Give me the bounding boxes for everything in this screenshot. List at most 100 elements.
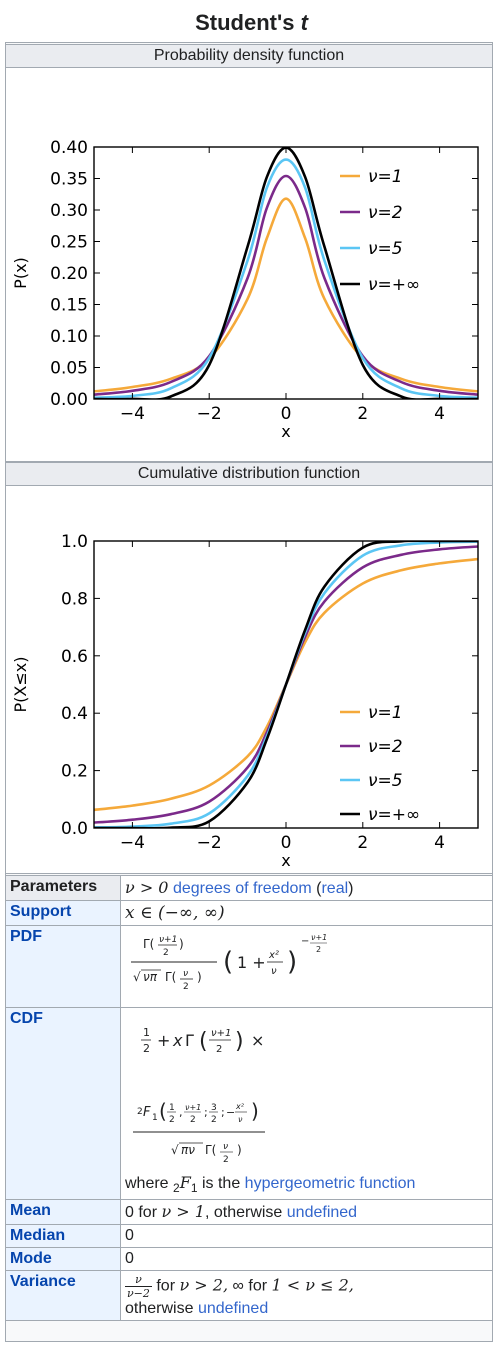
- pdf-legend-label-1: ν=2: [368, 203, 403, 223]
- svg-text:): ): [179, 937, 184, 951]
- row-cdf: CDF 1 2 + x Γ ( ν+1 2 ) × 2 F: [5, 1007, 493, 1200]
- mean-label[interactable]: Mean: [5, 1199, 121, 1225]
- hypergeometric-function-link[interactable]: hypergeometric function: [244, 1175, 416, 1192]
- row-median: Median 0: [5, 1224, 493, 1248]
- row-mean: Mean 0 for ν > 1, otherwise undefined: [5, 1199, 493, 1225]
- variance-undefined-link[interactable]: undefined: [197, 1300, 269, 1317]
- pdf-legend-label-3: ν=+∞: [368, 275, 420, 295]
- median-value: 0: [120, 1224, 493, 1248]
- pdf-xtick-label-0: −4: [120, 404, 145, 424]
- cdf-xtick-label-4: 4: [434, 833, 445, 853]
- cdf-chart: −4 −2 0 2 4 0.0 0.2 0.4 0.6 0.8 1.0 x P(X≤x) ν=1 ν=2 ν=…: [11, 532, 479, 870]
- f-sub: 2: [173, 1181, 180, 1196]
- is-the-text: is the: [201, 1175, 241, 1192]
- cdf-ytick-label-5: 1.0: [61, 532, 88, 552]
- pdf-legend-label-0: ν=1: [368, 167, 403, 187]
- svg-text:2: 2: [137, 1107, 143, 1117]
- cdf-ytick-label-2: 0.4: [61, 704, 88, 724]
- variance-otherwise: otherwise: [125, 1300, 194, 1317]
- pdf-series-line-1: [94, 174, 478, 396]
- svg-text:νπ: νπ: [143, 970, 158, 984]
- median-label[interactable]: Median: [5, 1224, 121, 1248]
- parameters-label: Parameters: [5, 875, 121, 901]
- svg-text:x²: x²: [268, 950, 279, 961]
- svg-text:2: 2: [190, 1115, 196, 1125]
- pdf-series-line-0: [94, 197, 478, 393]
- mode-value: 0: [120, 1247, 493, 1271]
- title-variable: t: [300, 10, 308, 35]
- cdf-xtick-label-0: −4: [120, 833, 145, 853]
- support-label[interactable]: Support: [5, 900, 121, 926]
- variance-frac-den: ν−2: [127, 1287, 150, 1300]
- variance-line2: otherwise undefined: [125, 1300, 488, 1318]
- cdf-label[interactable]: CDF: [5, 1007, 121, 1200]
- svg-text:−: −: [301, 936, 309, 947]
- row-parameters: Parameters ν > 0 degrees of freedom (rea…: [5, 875, 493, 901]
- cdf-ytick-label-1: 0.2: [61, 762, 88, 782]
- svg-text:−: −: [226, 1106, 235, 1119]
- svg-text:2: 2: [143, 1042, 150, 1055]
- pdf-xtick-label-4: 4: [434, 404, 445, 424]
- svg-text:2: 2: [216, 1044, 222, 1055]
- pdf-xtick-label-1: −2: [197, 404, 222, 424]
- variance-label[interactable]: Variance: [5, 1270, 121, 1321]
- cdf-legend-label-3: ν=+∞: [368, 805, 420, 825]
- svg-text:Γ(: Γ(: [205, 1143, 216, 1157]
- cdf-ytick-label-0: 0.0: [61, 819, 88, 839]
- cdf-xtick-label-1: −2: [197, 833, 222, 853]
- pdf-ytick-label-5: 0.25: [50, 233, 88, 253]
- svg-text:(: (: [159, 1099, 167, 1123]
- f-label: F: [179, 1173, 191, 1192]
- variance-math2: 1 < ν ≤ 2,: [271, 1275, 354, 1295]
- pdf-formula: Γ( ν+1 2 ) √ νπ Γ( ν 2 ) ( 1 + x²: [120, 925, 493, 1008]
- svg-text:1 +: 1 +: [237, 953, 266, 972]
- svg-text:√: √: [133, 970, 141, 984]
- svg-text:2: 2: [183, 982, 189, 992]
- pdf-chart: −4 −2 0 2 4 0.00 0.05 0.10 0.15 0.20 0.25 0.30 0.35 0…: [11, 138, 479, 441]
- svg-text:F: F: [143, 1105, 151, 1120]
- cdf-panel: Cumulative distribution function −4 −2 0 2 4…: [5, 462, 493, 874]
- pdf-ytick-label-3: 0.15: [50, 296, 88, 316]
- svg-text:Γ: Γ: [185, 1031, 194, 1050]
- svg-text:ν+1: ν+1: [311, 933, 327, 942]
- svg-text:ν+1: ν+1: [185, 1103, 201, 1112]
- degrees-of-freedom-link[interactable]: degrees of freedom: [172, 880, 312, 897]
- real-link[interactable]: real: [321, 880, 349, 897]
- svg-text:2: 2: [169, 1115, 175, 1125]
- svg-text:ν: ν: [223, 1142, 228, 1152]
- parameters-value: ν > 0 degrees of freedom (real): [120, 875, 493, 901]
- svg-text:×: ×: [251, 1031, 264, 1050]
- cdf-legend-label-1: ν=2: [368, 737, 403, 757]
- pdf-panel: Probability density function −4 −2 0 2 4 0.00…: [5, 44, 493, 462]
- svg-text:1: 1: [152, 1113, 158, 1123]
- pdf-ylabel: P(x): [11, 257, 30, 289]
- variance-math1: ν > 2,: [179, 1275, 229, 1295]
- mean-math: ν > 1: [161, 1202, 205, 1221]
- mode-label[interactable]: Mode: [5, 1247, 121, 1271]
- row-mode: Mode 0: [5, 1247, 493, 1271]
- svg-text:2: 2: [211, 1115, 217, 1125]
- row-pdf: PDF Γ( ν+1 2 ) √ νπ Γ( ν 2 ): [5, 925, 493, 1008]
- svg-text:1: 1: [143, 1026, 150, 1039]
- cdf-formula-image: 1 2 + x Γ ( ν+1 2 ) × 2 F 1 ( 1: [133, 1026, 265, 1165]
- pdf-xtick-label-3: 2: [357, 404, 368, 424]
- cdf-ytick-label-3: 0.6: [61, 647, 88, 667]
- cdf-series-line-3: [94, 541, 478, 828]
- pdf-xlabel: x: [281, 422, 290, 441]
- pdf-ytick-label-7: 0.35: [50, 170, 88, 190]
- cdf-caption: Cumulative distribution function: [6, 463, 492, 486]
- cdf-xtick-label-3: 2: [357, 833, 368, 853]
- svg-text:(: (: [223, 947, 233, 977]
- svg-text:ν: ν: [271, 966, 277, 977]
- cdf-ytick-label-4: 0.8: [61, 589, 88, 609]
- pdf-ytick-label-1: 0.05: [50, 359, 88, 379]
- pdf-legend-label-2: ν=5: [368, 239, 403, 259]
- svg-text:x: x: [172, 1031, 183, 1050]
- svg-text:Γ(: Γ(: [165, 970, 176, 984]
- pdf-label[interactable]: PDF: [5, 925, 121, 1008]
- mean-undefined-link[interactable]: undefined: [286, 1204, 358, 1221]
- svg-text:): ): [237, 1143, 242, 1157]
- svg-text:Γ(: Γ(: [143, 937, 154, 951]
- pdf-ytick-label-6: 0.30: [50, 201, 88, 221]
- pdf-plot-frame: [93, 146, 479, 400]
